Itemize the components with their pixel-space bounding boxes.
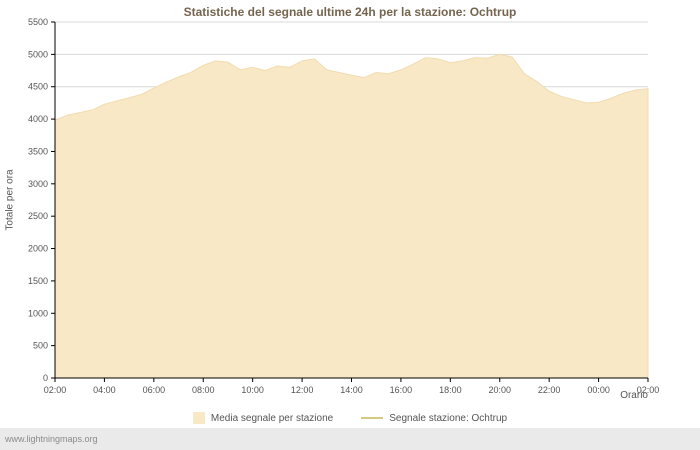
x-tick-label: 00:00 [587, 385, 610, 395]
area-series [54, 53, 649, 379]
x-tick-label: 16:00 [390, 385, 413, 395]
x-tick-label: 20:00 [488, 385, 511, 395]
chart-title: Statistiche del segnale ultime 24h per l… [183, 5, 517, 19]
x-tick-label: 12:00 [291, 385, 314, 395]
legend-label-ochtrup: Segnale stazione: Ochtrup [389, 412, 508, 424]
watermark-text: www.lightningmaps.org [5, 434, 98, 444]
y-tick-label: 0 [43, 373, 48, 383]
y-tick-label: 500 [33, 341, 48, 351]
y-tick-label: 5500 [28, 17, 48, 27]
legend: Media segnale per stazione Segnale stazi… [0, 412, 700, 424]
y-tick-label: 5000 [28, 49, 48, 59]
legend-swatch-line [361, 417, 384, 419]
x-tick-label: 10:00 [241, 385, 264, 395]
y-tick-label: 3000 [28, 179, 48, 189]
y-tick-label: 4000 [28, 114, 48, 124]
x-tick-label: 14:00 [340, 385, 363, 395]
y-tick-label: 2000 [28, 244, 48, 254]
x-tick-label: 02:00 [44, 385, 67, 395]
x-tick-label: 22:00 [538, 385, 561, 395]
y-tick-label: 1500 [28, 276, 48, 286]
legend-item-ochtrup: Segnale stazione: Ochtrup [361, 413, 507, 424]
legend-label-media: Media segnale per stazione [210, 412, 334, 424]
y-tick-label: 3500 [28, 146, 48, 156]
footer-bar: www.lightningmaps.org [0, 428, 700, 450]
y-tick-label: 1000 [28, 308, 48, 318]
legend-item-media: Media segnale per stazione [192, 412, 334, 424]
y-tick-label: 4500 [28, 82, 48, 92]
x-tick-label: 18:00 [439, 385, 462, 395]
plot-area: 0 500 1000 1500 2000 2500 3000 3500 4000 4500 5000… [28, 17, 660, 395]
y-tick-label: 2500 [28, 211, 48, 221]
x-axis-title: Orario [620, 390, 648, 401]
x-tick-label: 08:00 [192, 385, 215, 395]
legend-swatch-area [192, 412, 205, 424]
x-tick-label: 04:00 [93, 385, 116, 395]
x-tick-label: 02:00 [637, 385, 660, 395]
x-tick-label: 06:00 [143, 385, 166, 395]
